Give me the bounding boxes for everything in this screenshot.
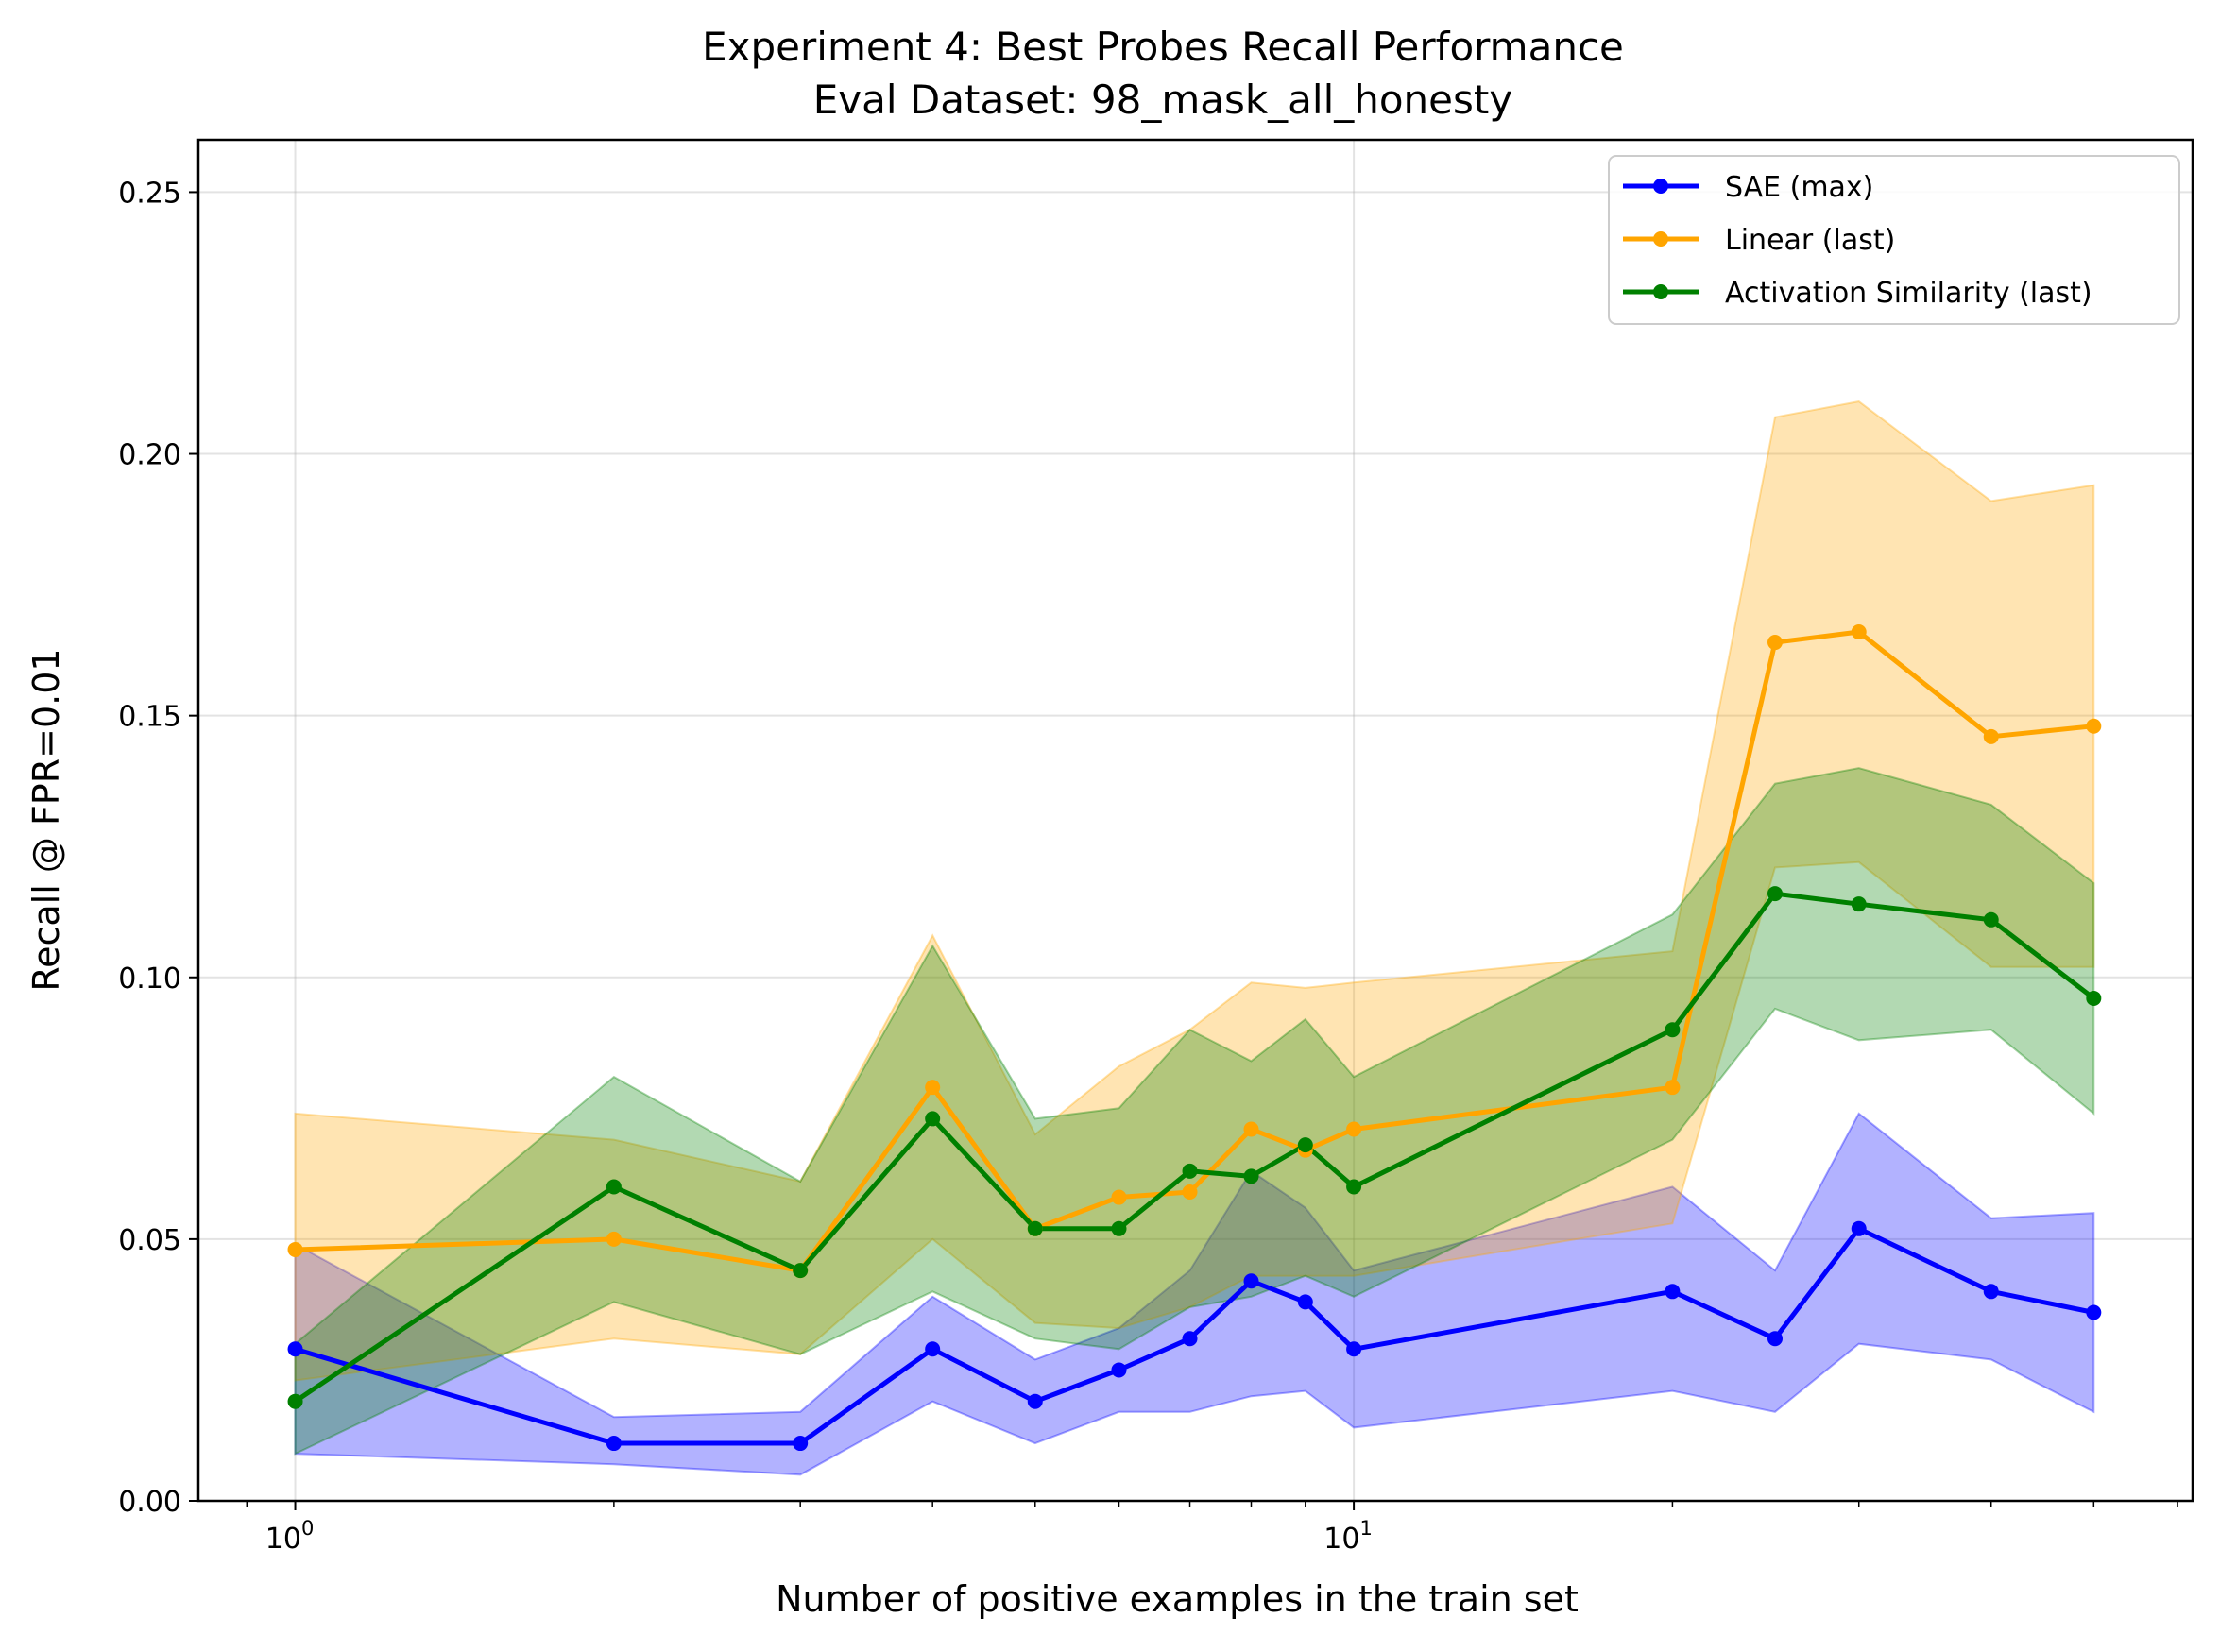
data-point bbox=[1346, 1121, 1362, 1137]
data-point bbox=[287, 1341, 303, 1357]
data-point bbox=[1767, 635, 1783, 651]
data-point bbox=[287, 1393, 303, 1409]
data-point bbox=[1767, 886, 1783, 902]
legend: SAE (max) Linear (last) Activation Similar… bbox=[1608, 155, 2180, 325]
y-tick-label: 0.15 bbox=[118, 701, 181, 734]
y-tick-label: 0.00 bbox=[118, 1486, 181, 1519]
data-point bbox=[1665, 1284, 1681, 1300]
legend-items: SAE (max) Linear (last) Activation Similar… bbox=[1623, 171, 2092, 310]
x-axis-label: Number of positive examples in the train… bbox=[776, 1578, 1579, 1620]
data-point bbox=[793, 1263, 809, 1279]
legend-marker bbox=[1653, 231, 1668, 247]
data-point bbox=[1027, 1393, 1043, 1409]
confidence-bands bbox=[294, 400, 2095, 1476]
data-point bbox=[1243, 1273, 1259, 1289]
data-point bbox=[606, 1179, 622, 1195]
data-point bbox=[1851, 623, 1867, 639]
data-point bbox=[925, 1080, 941, 1096]
series-points bbox=[287, 623, 2102, 1452]
data-point bbox=[287, 1241, 303, 1257]
data-point bbox=[1111, 1189, 1127, 1205]
legend-label: SAE (max) bbox=[1725, 171, 1873, 204]
data-point bbox=[1851, 896, 1867, 912]
x-tick-label: 101 bbox=[1323, 1517, 1373, 1556]
y-tick-label: 0.25 bbox=[118, 177, 181, 210]
data-point bbox=[2086, 990, 2102, 1006]
data-point bbox=[793, 1436, 809, 1452]
x-tick-label: 100 bbox=[265, 1517, 315, 1556]
data-point bbox=[1111, 1362, 1127, 1378]
confidence-band bbox=[294, 767, 2095, 1456]
data-point bbox=[1027, 1220, 1043, 1236]
y-tick-label: 0.10 bbox=[118, 962, 181, 996]
data-point bbox=[1983, 1284, 1999, 1300]
data-point bbox=[1111, 1220, 1127, 1236]
plot-frame bbox=[196, 138, 2194, 1503]
data-point bbox=[1182, 1163, 1198, 1179]
data-point bbox=[1297, 1137, 1313, 1153]
data-point bbox=[1243, 1121, 1259, 1137]
data-point bbox=[606, 1436, 622, 1452]
data-point bbox=[606, 1231, 622, 1247]
confidence-band bbox=[294, 400, 2095, 1382]
confidence-band bbox=[294, 1112, 2095, 1476]
data-point bbox=[925, 1111, 941, 1127]
data-point bbox=[2086, 718, 2102, 734]
y-tick-label: 0.20 bbox=[118, 439, 181, 472]
legend-marker bbox=[1653, 284, 1668, 299]
data-point bbox=[1983, 728, 1999, 744]
x-axis-ticks: 100 101 bbox=[246, 1501, 2178, 1556]
data-point bbox=[1182, 1331, 1198, 1347]
data-point bbox=[925, 1341, 941, 1357]
data-point bbox=[2086, 1304, 2102, 1320]
data-point bbox=[1851, 1220, 1867, 1236]
y-axis-ticks: 0.00 0.05 0.10 0.15 0.20 0.25 bbox=[118, 177, 198, 1519]
data-point bbox=[1243, 1168, 1259, 1184]
y-tick-label: 0.05 bbox=[118, 1224, 181, 1257]
y-axis-label: Recall @ FPR=0.01 bbox=[26, 648, 67, 991]
data-point bbox=[1182, 1184, 1198, 1201]
data-point bbox=[1346, 1179, 1362, 1195]
data-point bbox=[1767, 1331, 1783, 1347]
data-point bbox=[1297, 1294, 1313, 1310]
data-point bbox=[1665, 1080, 1681, 1096]
data-point bbox=[1665, 1022, 1681, 1038]
data-point bbox=[1983, 911, 1999, 928]
legend-box bbox=[1608, 155, 2180, 325]
data-point bbox=[1346, 1341, 1362, 1357]
legend-marker bbox=[1653, 179, 1668, 194]
chart-title: Experiment 4: Best Probes Recall Perform… bbox=[702, 24, 1624, 70]
legend-label: Linear (last) bbox=[1725, 224, 1895, 257]
legend-label: Activation Similarity (last) bbox=[1725, 277, 2092, 310]
chart-subtitle: Eval Dataset: 98_mask_all_honesty bbox=[813, 77, 1512, 123]
